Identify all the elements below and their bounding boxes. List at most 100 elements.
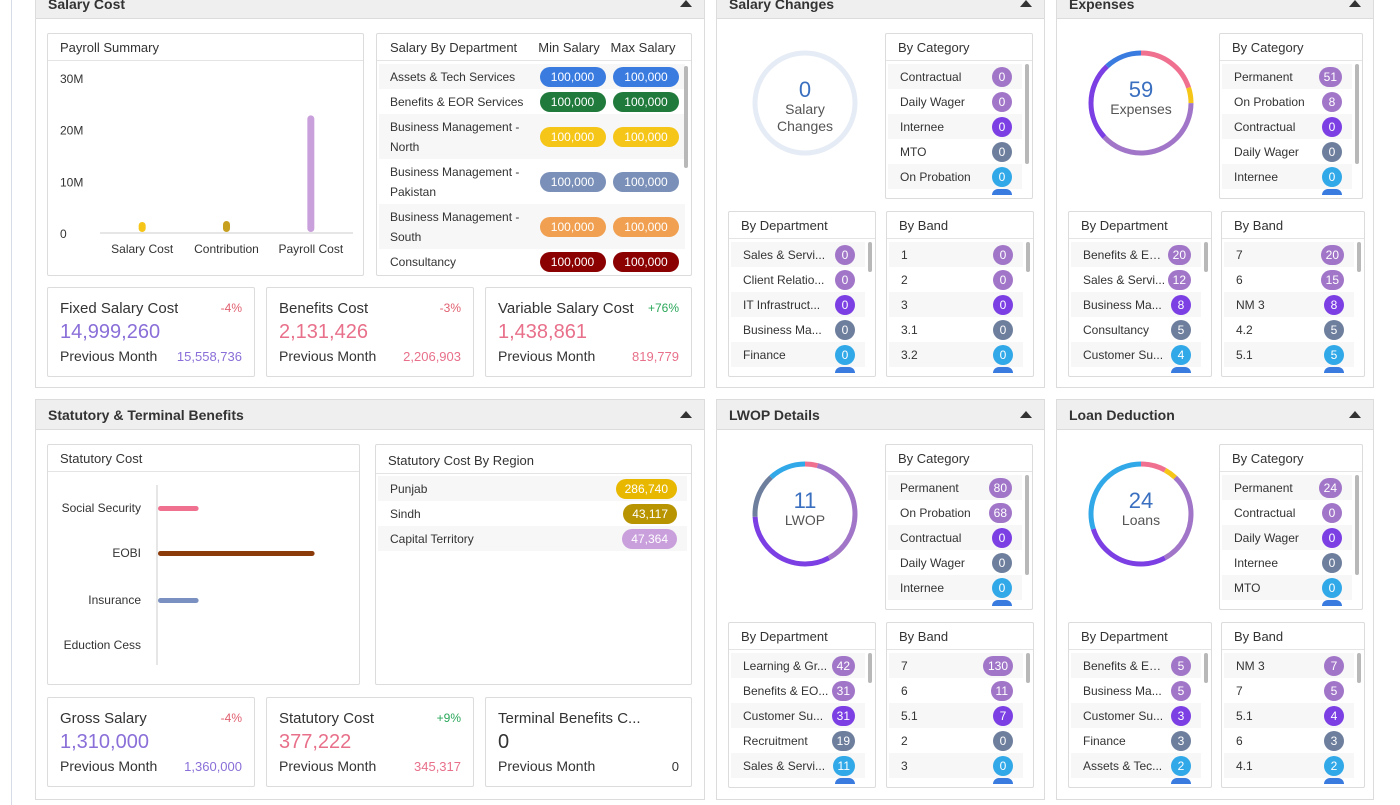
list-item[interactable]: Permanent 24 <box>1222 475 1352 500</box>
scrollbar[interactable] <box>1204 653 1208 683</box>
count-list: 7 130 6 11 5.1 7 2 0 3 0 <box>889 653 1023 778</box>
list-item[interactable]: Permanent 51 <box>1222 64 1352 89</box>
scrollbar[interactable] <box>1204 242 1208 272</box>
collapse-caret-icon[interactable] <box>1349 0 1361 7</box>
list-item[interactable]: MTO 0 <box>1222 575 1352 600</box>
list-item[interactable]: Contractual 0 <box>1222 500 1352 525</box>
list-item[interactable]: Internee 0 <box>1222 550 1352 575</box>
kpi-change: -3% <box>439 301 461 315</box>
list-item[interactable]: Daily Wager 0 <box>1222 139 1352 164</box>
table-row[interactable]: Business Management - North 100,000 100,00… <box>379 114 685 159</box>
list-item[interactable]: Internee 0 <box>888 114 1022 139</box>
list-item[interactable]: 7 130 <box>889 653 1023 678</box>
collapse-caret-icon[interactable] <box>1020 411 1032 418</box>
list-item[interactable]: Business Ma... 8 <box>1071 292 1201 317</box>
list-item[interactable]: Contractual 0 <box>888 525 1022 550</box>
list-item[interactable]: Business Ma... 0 <box>731 317 865 342</box>
list-item[interactable]: Finance 3 <box>1071 728 1201 753</box>
collapse-caret-icon[interactable] <box>680 411 692 418</box>
list-item[interactable]: Contractual 0 <box>1222 114 1352 139</box>
scrollbar[interactable] <box>1026 242 1030 272</box>
list-item[interactable]: 3.2 0 <box>889 342 1023 367</box>
list-item[interactable]: 3.1 0 <box>889 317 1023 342</box>
table-row[interactable]: Benefits & EOR Services 100,000 100,000 <box>379 89 685 114</box>
item-label: 2 <box>901 272 908 287</box>
list-item[interactable]: On Probation 8 <box>1222 89 1352 114</box>
list-item[interactable]: Customer Su... 31 <box>731 703 865 728</box>
scrollbar[interactable] <box>684 66 688 168</box>
table-row[interactable]: Sindh 43,117 <box>378 501 687 526</box>
table-row[interactable]: Business Management - Pakistan 100,000 100… <box>379 159 685 204</box>
list-item[interactable]: On Probation 0 <box>888 164 1022 189</box>
table-row[interactable]: Consultancy 100,000 100,000 <box>379 249 685 274</box>
list-item[interactable]: Consultancy 5 <box>1071 317 1201 342</box>
by-band-card: By Band NM 3 7 7 5 5.1 4 6 3 4.1 2 <box>1221 622 1365 788</box>
collapse-caret-icon[interactable] <box>680 0 692 7</box>
table-row[interactable]: Punjab 286,740 <box>378 476 687 501</box>
kpi-card: Fixed Salary Cost -4% 14,999,260 Previous M… <box>47 287 255 377</box>
list-item[interactable]: Daily Wager 0 <box>888 89 1022 114</box>
scrollbar[interactable] <box>1355 475 1359 575</box>
list-item[interactable]: 4.1 2 <box>1224 753 1354 778</box>
list-item[interactable]: Daily Wager 0 <box>888 550 1022 575</box>
list-item[interactable]: IT Infrastruct... 0 <box>731 292 865 317</box>
list-item[interactable]: Finance 0 <box>731 342 865 367</box>
scrollbar[interactable] <box>1025 64 1029 164</box>
list-item[interactable]: Internee 0 <box>1222 164 1352 189</box>
scrollbar[interactable] <box>1357 653 1361 683</box>
scrollbar[interactable] <box>1025 475 1029 575</box>
scrollbar[interactable] <box>1355 64 1359 164</box>
list-item[interactable]: Business Ma... 5 <box>1071 678 1201 703</box>
collapse-caret-icon[interactable] <box>1020 0 1032 7</box>
scrollbar[interactable] <box>1357 242 1361 272</box>
list-item[interactable]: 5.1 4 <box>1224 703 1354 728</box>
count-badge: 20 <box>1320 244 1344 265</box>
list-item[interactable]: Learning & Gr... 42 <box>731 653 865 678</box>
list-item[interactable]: Sales & Servi... 12 <box>1071 267 1201 292</box>
list-item[interactable]: Benefits & EO... 5 <box>1071 653 1201 678</box>
list-item[interactable]: Contractual 0 <box>888 64 1022 89</box>
collapse-caret-icon[interactable] <box>1349 411 1361 418</box>
list-item[interactable]: Benefits & EO... 20 <box>1071 242 1201 267</box>
list-item[interactable]: 6 11 <box>889 678 1023 703</box>
item-label: 4.1 <box>1236 758 1253 773</box>
list-item[interactable]: NM 3 8 <box>1224 292 1354 317</box>
list-item[interactable]: Client Relatio... 0 <box>731 267 865 292</box>
list-item[interactable]: Benefits & EO... 31 <box>731 678 865 703</box>
table-row[interactable]: Capital Territory 47,364 <box>378 526 687 551</box>
list-item[interactable]: On Probation 68 <box>888 500 1022 525</box>
table-row[interactable]: Business Management - South 100,000 100,00… <box>379 204 685 249</box>
list-item[interactable]: Sales & Servi... 11 <box>731 753 865 778</box>
partial-row <box>1322 189 1342 195</box>
list-item[interactable]: Recruitment 19 <box>731 728 865 753</box>
scrollbar[interactable] <box>1026 653 1030 683</box>
scrollbar[interactable] <box>868 653 872 683</box>
count-badge: 0 <box>993 269 1013 290</box>
list-item[interactable]: 7 20 <box>1224 242 1354 267</box>
list-item[interactable]: Customer Su... 4 <box>1071 342 1201 367</box>
list-item[interactable]: Customer Su... 3 <box>1071 703 1201 728</box>
list-item[interactable]: 4.2 5 <box>1224 317 1354 342</box>
list-item[interactable]: Sales & Servi... 0 <box>731 242 865 267</box>
list-item[interactable]: NM 3 7 <box>1224 653 1354 678</box>
list-item[interactable]: MTO 0 <box>888 139 1022 164</box>
list-item[interactable]: 5.1 7 <box>889 703 1023 728</box>
table-row[interactable]: Assets & Tech Services 100,000 100,000 <box>379 64 685 89</box>
list-item[interactable]: 6 15 <box>1224 267 1354 292</box>
list-item[interactable]: Internee 0 <box>888 575 1022 600</box>
list-item[interactable]: Assets & Tec... 2 <box>1071 753 1201 778</box>
previous-month-value: 2,206,903 <box>403 349 461 364</box>
list-item[interactable]: 5.1 5 <box>1224 342 1354 367</box>
scrollbar[interactable] <box>868 242 872 272</box>
list-item[interactable]: Daily Wager 0 <box>1222 525 1352 550</box>
card-title: By Category <box>1220 34 1362 61</box>
item-label: Sales & Servi... <box>743 758 826 773</box>
list-item[interactable]: Permanent 80 <box>888 475 1022 500</box>
